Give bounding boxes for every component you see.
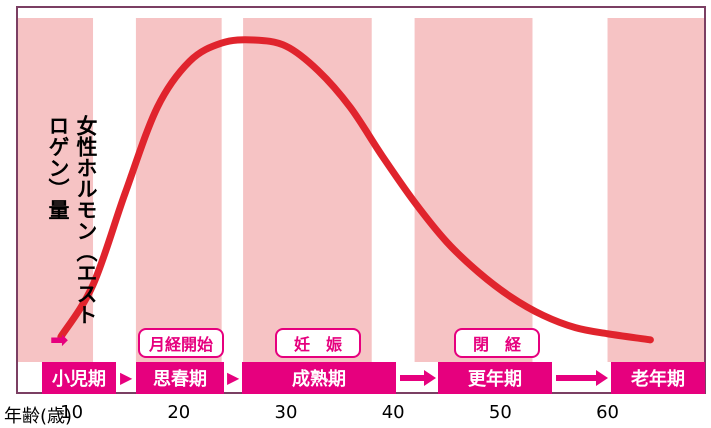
event-menarche: 月経開始 xyxy=(138,328,224,358)
stage-arrow-icon: ▶ xyxy=(120,368,133,387)
x-tick-label: 40 xyxy=(381,402,405,423)
stage-puberty: 思春期 xyxy=(136,362,224,394)
stage-arrow-icon xyxy=(556,370,608,386)
event-pregnancy: 妊 娠 xyxy=(275,328,361,358)
stage-band-2 xyxy=(243,18,372,362)
y-axis-label: 女性ホルモン（エストロゲン）量 xyxy=(46,115,98,325)
x-tick-label: 30 xyxy=(274,402,298,423)
event-menopause: 閉 経 xyxy=(454,328,540,358)
stage-arrow-icon xyxy=(400,370,436,386)
stage-band-3 xyxy=(414,18,533,362)
stage-maturity: 成熟期 xyxy=(242,362,396,394)
x-tick-label: 60 xyxy=(596,402,619,423)
stage-menopause: 更年期 xyxy=(438,362,552,394)
x-tick-label: 50 xyxy=(488,402,512,423)
stage-arrow-icon: ▶ xyxy=(227,368,240,387)
stage-senescence: 老年期 xyxy=(611,362,705,394)
x-axis-label: 年齢(歳) xyxy=(4,406,73,427)
x-tick-label: 10 xyxy=(60,402,84,423)
estrogen-curve xyxy=(57,36,654,344)
start-arrow-icon: ➡ xyxy=(50,328,69,353)
stage-childhood: 小児期 xyxy=(42,362,116,394)
stage-band-4 xyxy=(607,18,704,362)
x-tick-label: 20 xyxy=(167,402,191,423)
